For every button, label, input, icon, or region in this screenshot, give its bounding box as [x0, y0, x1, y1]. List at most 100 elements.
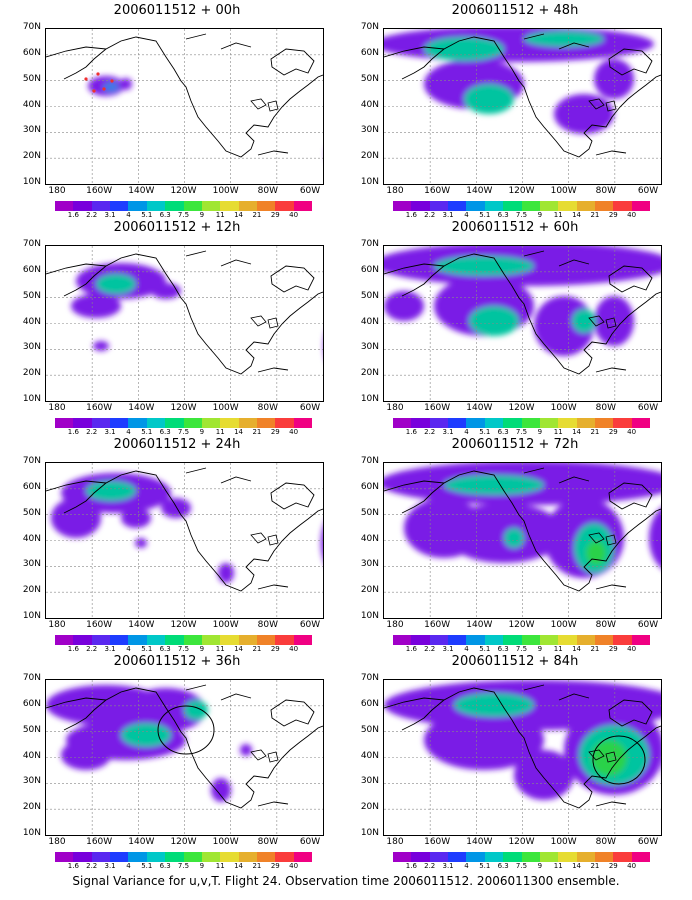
- lat-tick-label: 60N: [360, 698, 379, 709]
- colorbar-swatch: [293, 418, 313, 428]
- target-circle: [592, 735, 646, 785]
- colorbar-swatch: [238, 852, 257, 862]
- lon-tick-label: 180: [48, 186, 66, 196]
- lon-tick-label: 80W: [257, 403, 278, 413]
- colorbar-swatch: [466, 418, 485, 428]
- lon-tick-label: 160W: [86, 620, 113, 630]
- colorbar-label: 11: [553, 862, 563, 870]
- colorbar: [55, 201, 313, 211]
- colorbar-swatch: [484, 418, 504, 428]
- variance-region: [554, 94, 614, 134]
- colorbar-label: 6.3: [159, 428, 171, 436]
- lon-tick-label: 160W: [424, 186, 451, 196]
- map-svg: [46, 680, 323, 835]
- lon-tick-label: 140W: [128, 186, 155, 196]
- colorbar-label: 1.6: [405, 428, 417, 436]
- colorbar-label: 11: [215, 645, 225, 653]
- variance-region: [93, 341, 109, 351]
- lat-tick-label: 50N: [22, 724, 41, 735]
- colorbar-label: 1.6: [67, 645, 79, 653]
- observation-marker: [102, 87, 106, 91]
- colorbar-swatch: [503, 635, 522, 645]
- colorbar-label: 2.2: [424, 428, 436, 436]
- colorbar-swatch: [558, 418, 577, 428]
- lon-tick-label: 80W: [257, 620, 278, 630]
- lon-tick-label: 60W: [299, 403, 321, 413]
- lon-tick-label: 140W: [128, 403, 155, 413]
- lat-tick-label: 20N: [22, 151, 41, 162]
- coastline: [384, 33, 661, 158]
- variance-region: [586, 541, 606, 565]
- colorbar-swatch: [110, 201, 129, 211]
- colorbar-label: 2.2: [424, 211, 436, 219]
- colorbar-swatch: [91, 201, 111, 211]
- colorbar-label: 40: [627, 645, 637, 653]
- colorbar-swatch: [146, 201, 166, 211]
- colorbar-swatch: [128, 418, 147, 428]
- variance-region: [594, 59, 634, 99]
- colorbar-swatch: [275, 635, 294, 645]
- colorbar-label: 9: [199, 645, 205, 653]
- colorbar-swatch: [55, 852, 74, 862]
- lon-tick-label: 100W: [550, 403, 577, 413]
- lat-tick-label: 60N: [22, 698, 41, 709]
- colorbar-label: 11: [215, 211, 225, 219]
- colorbar-swatch: [393, 852, 412, 862]
- colorbar-swatch: [466, 635, 485, 645]
- lon-tick-label: 80W: [595, 186, 616, 196]
- lon-tick-label: 140W: [128, 837, 155, 847]
- colorbar-label: 21: [252, 862, 262, 870]
- colorbar-label: 40: [289, 862, 299, 870]
- colorbar: [393, 418, 651, 428]
- colorbar-swatch: [448, 201, 467, 211]
- lon-tick-label: 140W: [466, 186, 493, 196]
- lon-tick-label: 180: [386, 620, 404, 630]
- colorbar-swatch: [256, 418, 276, 428]
- colorbar-label: 4: [464, 862, 469, 870]
- colorbar-label: 29: [270, 428, 280, 436]
- colorbar-label: 7.5: [177, 428, 190, 436]
- colorbar-swatch: [429, 635, 449, 645]
- colorbar-label: 6.3: [497, 211, 509, 219]
- lat-tick-label: 70N: [22, 22, 41, 32]
- lat-tick-label: 60N: [360, 264, 379, 275]
- colorbar-swatch: [521, 201, 540, 211]
- colorbar-swatch: [484, 635, 504, 645]
- lon-tick-label: 120W: [508, 186, 535, 196]
- map-svg: [384, 246, 661, 401]
- variance-region: [240, 744, 252, 756]
- lat-tick-label: 30N: [22, 559, 41, 570]
- lat-tick-label: 30N: [360, 559, 379, 570]
- map-svg: [46, 463, 323, 618]
- colorbar-swatch: [146, 635, 166, 645]
- panel-title: 2006011512 + 48h: [451, 3, 579, 18]
- lon-tick-label: 60W: [299, 620, 321, 630]
- colorbar-label: 9: [537, 211, 543, 219]
- variance-map: [383, 679, 662, 836]
- colorbar-swatch: [631, 418, 651, 428]
- colorbar-label: 21: [590, 211, 600, 219]
- colorbar-swatch: [91, 418, 111, 428]
- colorbar-label: 2.2: [86, 211, 98, 219]
- colorbar-label: 11: [215, 428, 225, 436]
- colorbar-label: 29: [608, 211, 618, 219]
- colorbar-label: 14: [234, 862, 244, 870]
- panel-title: 2006011512 + 72h: [451, 437, 579, 452]
- colorbar-swatch: [484, 852, 504, 862]
- variance-region: [61, 740, 111, 770]
- colorbar-swatch: [521, 418, 540, 428]
- lat-tick-label: 20N: [22, 368, 41, 379]
- colorbar-label: 6.3: [159, 645, 171, 653]
- colorbar-swatch: [183, 201, 202, 211]
- map-panel: 2006011512 + 24h 70N 60N 50N 40N 30N 20N 10N 180…: [12, 434, 342, 653]
- lat-tick-label: 70N: [360, 456, 379, 466]
- lat-tick-label: 30N: [22, 776, 41, 787]
- colorbar-label: 9: [199, 211, 205, 219]
- colorbar-swatch: [201, 201, 221, 211]
- colorbar-label: 4: [126, 428, 131, 436]
- colorbar-label: 29: [608, 862, 618, 870]
- colorbar-label: 29: [608, 645, 618, 653]
- colorbar-swatch: [448, 852, 467, 862]
- colorbar-label: 4: [464, 645, 469, 653]
- lat-tick-label: 50N: [360, 507, 379, 518]
